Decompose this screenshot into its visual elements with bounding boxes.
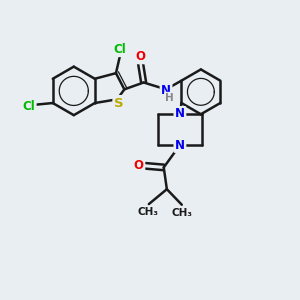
Text: N: N: [161, 84, 171, 98]
Text: CH₃: CH₃: [172, 208, 193, 218]
Text: N: N: [175, 107, 185, 120]
Text: CH₃: CH₃: [138, 207, 159, 217]
Text: S: S: [114, 97, 124, 110]
Text: Cl: Cl: [113, 43, 126, 56]
Text: O: O: [134, 159, 144, 172]
Text: N: N: [175, 139, 185, 152]
Text: H: H: [165, 93, 174, 103]
Text: O: O: [136, 50, 146, 63]
Text: Cl: Cl: [22, 100, 35, 112]
